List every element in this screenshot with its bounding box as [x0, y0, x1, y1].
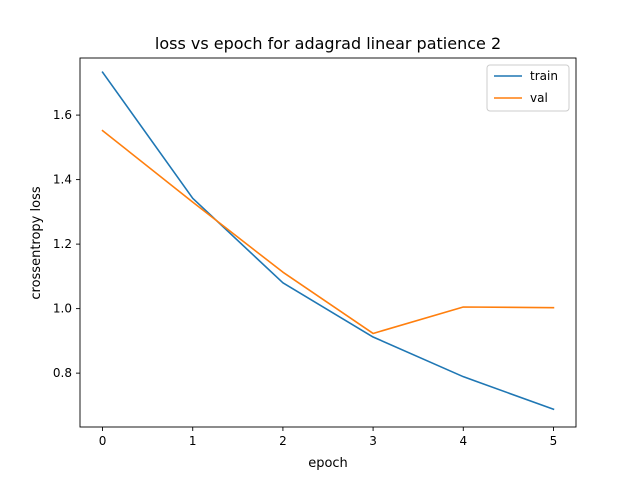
legend: train val — [486, 64, 570, 112]
x-axis-label: epoch — [308, 456, 348, 471]
x-tick-label: 4 — [459, 434, 467, 448]
series-line-val — [101, 129, 555, 335]
legend-label-train: train — [530, 69, 558, 83]
plot-area: 0 1 2 3 4 5 0.8 1.0 1.2 1.4 1.6 — [53, 57, 577, 448]
y-tick-label: 1.4 — [53, 173, 72, 187]
chart-title: loss vs epoch for adagrad linear patienc… — [155, 34, 501, 53]
x-tick-label: 1 — [189, 434, 197, 448]
axes-frame — [79, 57, 577, 428]
x-tick-label: 3 — [369, 434, 377, 448]
x-tick-label: 2 — [279, 434, 287, 448]
series-line-train — [101, 71, 555, 411]
y-tick-label: 1.6 — [53, 108, 72, 122]
y-tick-label: 1.2 — [53, 237, 72, 251]
x-tick-label: 0 — [99, 434, 107, 448]
y-tick-label: 1.0 — [53, 302, 72, 316]
x-tick-label: 5 — [550, 434, 558, 448]
y-tick-label: 0.8 — [53, 366, 72, 380]
y-axis-label: crossentropy loss — [29, 186, 44, 299]
legend-label-val: val — [530, 91, 548, 105]
